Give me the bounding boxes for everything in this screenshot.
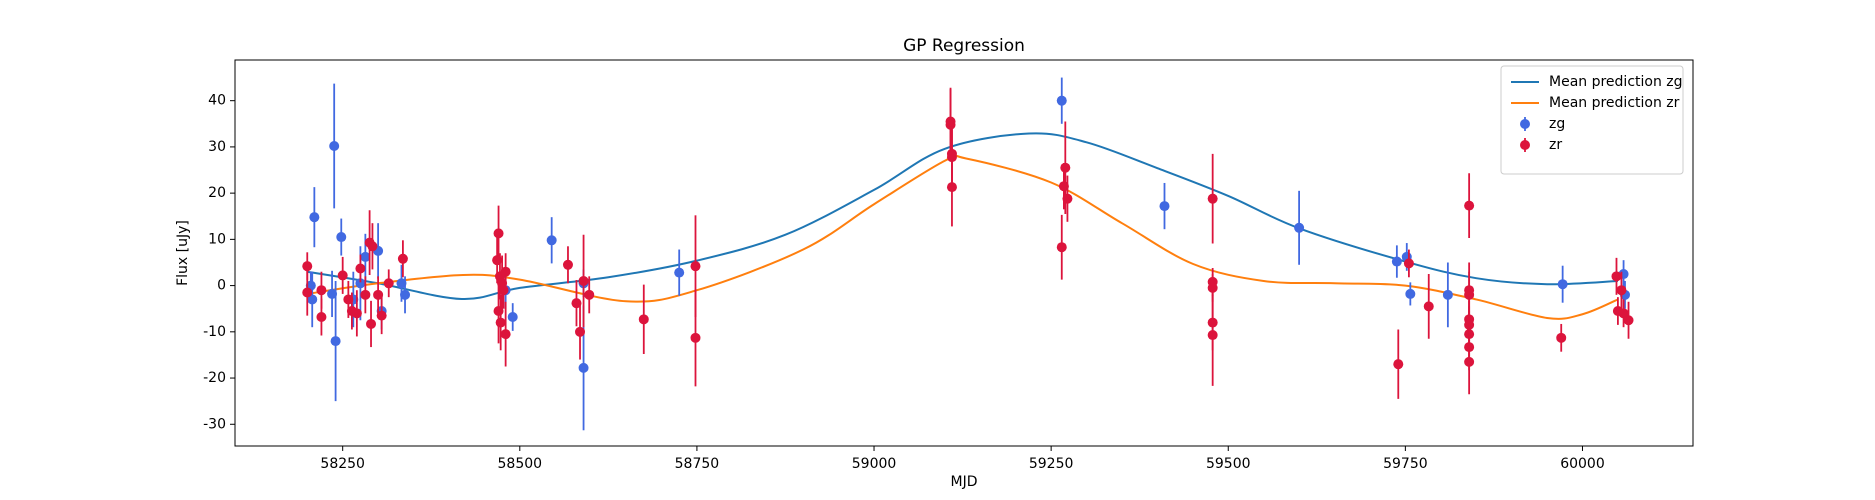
data-point [336,232,347,243]
data-point [1294,222,1305,233]
legend-label: zg [1549,116,1565,132]
data-point [376,310,387,321]
data-point [1611,271,1622,282]
data-point [1391,256,1402,267]
y-tick-label: 0 [217,278,226,294]
data-point [1464,289,1475,300]
data-point [1557,279,1568,290]
x-tick-label: 59000 [852,456,897,472]
data-point [327,288,338,299]
data-point [330,336,341,347]
data-point [383,278,394,289]
x-tick-label: 59750 [1383,456,1428,472]
data-point [493,228,504,239]
y-tick-label: -30 [203,416,226,432]
legend-label: zr [1549,137,1562,153]
data-point [578,275,589,286]
legend-label: Mean prediction zr [1549,95,1680,111]
chart-title: GP Regression [903,36,1025,56]
data-point [343,294,354,305]
data-point [1159,201,1170,212]
data-point [1423,301,1434,312]
data-point [400,289,411,300]
data-point [638,314,649,325]
data-point [1623,315,1634,326]
data-point [690,261,701,272]
data-point [1556,332,1567,343]
data-point [500,266,511,277]
x-tick-label: 58500 [498,456,543,472]
data-point [1464,200,1475,211]
x-tick-label: 59250 [1029,456,1074,472]
data-point [945,116,956,127]
data-point [500,329,511,340]
y-axis-label: Flux [uJy] [175,220,191,286]
plot-frame [234,59,1694,447]
data-point [674,267,685,278]
data-point [1405,288,1416,299]
data-point [307,294,318,305]
data-point [329,140,340,151]
data-point [366,318,377,329]
x-tick-label: 59500 [1206,456,1251,472]
data-point [309,212,320,223]
data-point [302,287,313,298]
legend-box [1500,65,1684,175]
data-point [396,278,407,289]
data-point [355,278,366,289]
data-point [575,326,586,337]
data-point [1207,193,1218,204]
data-point [360,251,371,262]
data-point [1062,193,1073,204]
y-tick-label: 40 [208,93,226,109]
data-point [302,261,313,272]
legend-marker [1520,119,1530,129]
data-point [1618,308,1629,319]
x-tick-label: 58750 [675,456,720,472]
y-tick-label: 30 [208,139,226,155]
legend-marker [1520,140,1530,150]
data-point [546,235,557,246]
y-tick-label: -10 [203,324,226,340]
data-point [1056,242,1067,253]
data-point [946,182,957,193]
data-point [495,317,506,328]
data-point [373,289,384,300]
data-point [562,259,573,270]
legend-label: Mean prediction zg [1549,74,1683,90]
data-point [1060,162,1071,173]
data-point [584,289,595,300]
data-point [360,289,371,300]
data-point [1464,356,1475,367]
data-point [367,241,378,252]
data-point [351,308,362,319]
data-point [316,285,327,296]
data-point [1616,285,1627,296]
data-point [316,312,327,323]
data-point [498,285,509,296]
data-point [578,362,589,373]
data-point [355,263,366,274]
data-point [1207,330,1218,341]
data-point [337,270,348,281]
data-point [1403,258,1414,269]
plot-area [302,77,1634,431]
data-point [571,298,582,309]
data-point [1058,181,1069,192]
x-tick-label: 60000 [1560,456,1605,472]
x-tick-label: 58250 [320,456,365,472]
data-point [1442,289,1453,300]
data-point [1393,359,1404,370]
data-point [507,312,518,323]
y-tick-label: -20 [203,370,226,386]
data-point [1056,95,1067,106]
x-axis-label: MJD [951,474,978,490]
data-point [690,332,701,343]
data-point [397,253,408,264]
y-tick-label: 20 [208,185,226,201]
y-tick-label: 10 [208,231,226,247]
